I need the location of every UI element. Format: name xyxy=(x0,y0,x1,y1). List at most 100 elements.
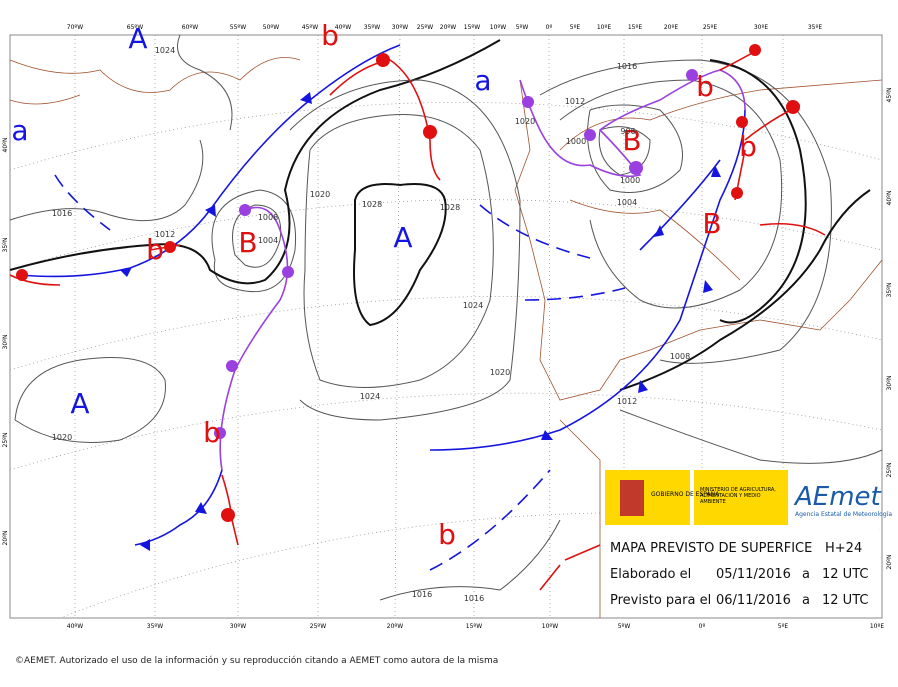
made-label: Elaborado el xyxy=(610,567,691,582)
lon-label: 5ºE xyxy=(570,24,581,31)
isobar-label: 1016 xyxy=(464,594,484,603)
pressure-center: B xyxy=(238,226,257,259)
coastlines xyxy=(9,57,883,618)
fronts xyxy=(9,44,826,591)
lon-label: 25ºW xyxy=(310,623,326,630)
isobar-label: 1020 xyxy=(515,117,535,126)
lon-label: 15ºE xyxy=(628,24,642,31)
isobar-label: 1020 xyxy=(52,433,72,442)
lon-label: 40ºW xyxy=(335,24,351,31)
lat-label: 30ºN xyxy=(886,376,893,391)
gov-logo xyxy=(605,470,690,525)
lon-label: 0º xyxy=(546,24,553,31)
isobar-label: 1004 xyxy=(258,236,278,245)
lon-label: 30ºW xyxy=(230,623,246,630)
lat-label: 30ºN xyxy=(2,335,9,350)
lon-label: 20ºE xyxy=(664,24,678,31)
isobar-label: 1012 xyxy=(565,97,585,106)
pressure-center: b xyxy=(696,70,714,103)
pressure-center: b xyxy=(146,233,164,266)
lat-label: 45ºN xyxy=(886,88,893,103)
isobar-label: 996 xyxy=(620,127,635,136)
lat-label: 25ºN xyxy=(2,433,9,448)
ministry-text: MINISTERIO DE AGRICULTURA, ALIMENTACIÓN … xyxy=(700,487,776,505)
isobar-label: 1012 xyxy=(617,397,637,406)
lon-label: 5ºW xyxy=(516,24,529,31)
lat-label: 35ºN xyxy=(2,238,9,253)
isobar-label: 1016 xyxy=(617,62,637,71)
lon-label: 35ºE xyxy=(808,24,822,31)
valid-date: 06/11/2016 xyxy=(716,593,791,608)
pressure-center: b xyxy=(438,518,456,551)
valid-time: 12 UTC xyxy=(822,593,868,608)
ministry-box: MINISTERIO DE AGRICULTURA, ALIMENTACIÓN … xyxy=(700,487,776,505)
lon-label: 70ºW xyxy=(67,24,83,31)
lat-label: 40ºN xyxy=(2,138,9,153)
isobar-label: 1024 xyxy=(360,392,380,401)
pressure-center: b xyxy=(739,130,757,163)
lat-label: 20ºN xyxy=(886,555,893,570)
panel-title: MAPA PREVISTO DE SUPERFICE xyxy=(610,541,812,556)
isobar-label: 1008 xyxy=(670,352,690,361)
isobar-label: 1028 xyxy=(440,203,460,212)
isobar-label: 1008 xyxy=(258,213,278,222)
isobars xyxy=(9,34,883,601)
coat-of-arms xyxy=(620,480,644,516)
lon-label: 45ºW xyxy=(302,24,318,31)
lon-label: 35ºW xyxy=(364,24,380,31)
isobar-label: 1016 xyxy=(412,590,432,599)
lon-label: 30ºW xyxy=(392,24,408,31)
made-at: a xyxy=(802,567,810,582)
isobar-label: 1012 xyxy=(155,230,175,239)
lon-label: 10ºE xyxy=(597,24,611,31)
isobar-label: 1024 xyxy=(463,301,483,310)
lat-label: 25ºN xyxy=(886,463,893,478)
pressure-center: b xyxy=(321,19,339,52)
lon-label: 60ºW xyxy=(182,24,198,31)
lon-label: 20ºW xyxy=(440,24,456,31)
gov-text: GOBIERNO DE ESPAÑA xyxy=(651,491,720,498)
isobar-label: 1004 xyxy=(617,198,637,207)
lon-label: 0º xyxy=(699,623,706,630)
pressure-center: A xyxy=(128,22,147,55)
lon-label: 5ºE xyxy=(778,623,789,630)
lon-label: 15ºW xyxy=(466,623,482,630)
isobar-label: 1024 xyxy=(155,46,175,55)
made-date: 05/11/2016 xyxy=(716,567,791,582)
valid-label: Previsto para el xyxy=(610,593,711,608)
isobar-label: 1000 xyxy=(620,176,640,185)
pressure-center: a xyxy=(11,114,28,147)
lon-label: 10ºW xyxy=(542,623,558,630)
horizon: H+24 xyxy=(825,541,862,556)
ministry-logo xyxy=(694,470,788,525)
graticule xyxy=(9,34,883,619)
valid-at: a xyxy=(802,593,810,608)
lon-label: 20ºW xyxy=(387,623,403,630)
lon-label: 65ºW xyxy=(127,24,143,31)
lon-label: 15ºW xyxy=(464,24,480,31)
lon-label: 30ºE xyxy=(754,24,768,31)
lon-label: 10ºW xyxy=(490,24,506,31)
isobar-label: 1020 xyxy=(490,368,510,377)
pressure-center: B xyxy=(622,124,641,157)
pressure-center: A xyxy=(70,387,89,420)
lat-label: 40ºN xyxy=(886,191,893,206)
lon-label: 5ºW xyxy=(618,623,631,630)
pressure-center: A xyxy=(393,221,412,254)
isobar-label: 1020 xyxy=(310,190,330,199)
isobar-label: 1016 xyxy=(52,209,72,218)
lat-label: 35ºN xyxy=(886,283,893,298)
pressure-center: a xyxy=(474,64,491,97)
brand: AEmet xyxy=(793,482,882,512)
isobar-label: 1028 xyxy=(362,200,382,209)
lon-label: 25ºW xyxy=(417,24,433,31)
pressure-center: b xyxy=(203,416,221,449)
lon-label: 35ºW xyxy=(147,623,163,630)
lon-label: 10ºE xyxy=(870,623,884,630)
pressure-center: B xyxy=(702,207,721,240)
agency: Agencia Estatal de Meteorología xyxy=(795,511,892,518)
footer: ©AEMET. Autorizado el uso de la informac… xyxy=(15,655,498,666)
lon-label: 55ºW xyxy=(230,24,246,31)
lon-label: 50ºW xyxy=(263,24,279,31)
